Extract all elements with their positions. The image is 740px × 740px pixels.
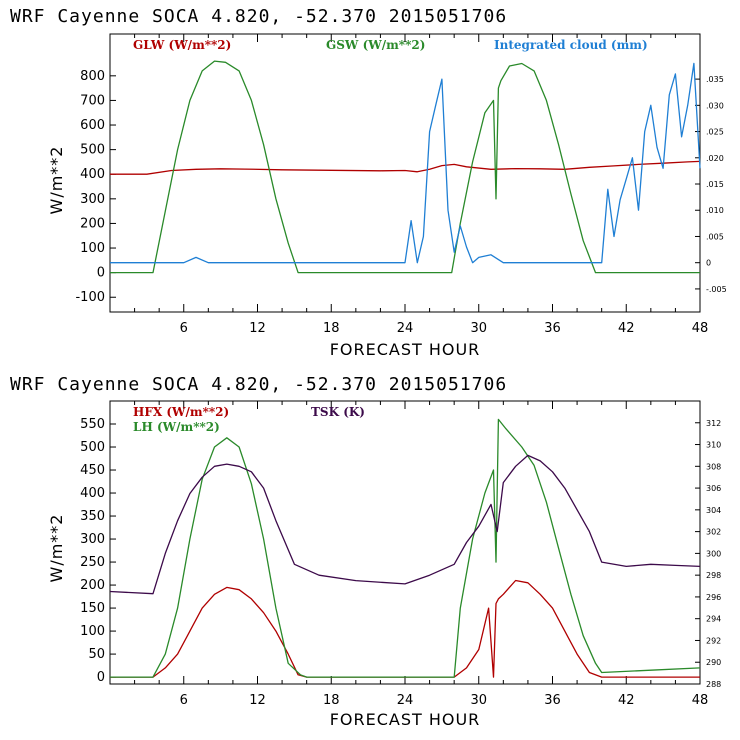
c2-y2tick-label: 288 bbox=[706, 680, 721, 689]
c1-xtick-label: 12 bbox=[249, 321, 266, 336]
c2-ytick-label: 500 bbox=[80, 440, 105, 455]
c2-y2tick-label: 292 bbox=[706, 636, 721, 645]
c2-ytick-label: 0 bbox=[97, 670, 105, 685]
c2-y2tick-label: 312 bbox=[706, 419, 721, 428]
c2-ytick-label: 450 bbox=[80, 463, 105, 478]
c1-y2tick-label: .015 bbox=[706, 180, 724, 189]
c2-xtick-label: 12 bbox=[249, 693, 266, 708]
c1-y2tick-label: .020 bbox=[706, 154, 724, 163]
chart-1-title: WRF Cayenne SOCA 4.820, -52.370 20150517… bbox=[10, 6, 507, 27]
c2-y2tick-label: 304 bbox=[706, 506, 721, 515]
c1-y2tick-label: .030 bbox=[706, 101, 724, 110]
c2-ytick-label: 300 bbox=[80, 532, 105, 547]
c1-ytick-label: 200 bbox=[80, 216, 105, 231]
chart-1-x-axis: 6 12 18 24 30 36 42 48 bbox=[109, 34, 709, 336]
legend-tsk: TSK (K) bbox=[311, 405, 365, 419]
c2-ytick-label: 150 bbox=[80, 601, 105, 616]
c1-xtick-label: 30 bbox=[470, 321, 487, 336]
c1-ytick-label: 0 bbox=[97, 266, 105, 281]
chart-1-y2-axis: .035 .030 .025 .020 .015 .010 .005 0 -.005 bbox=[695, 75, 727, 294]
chart-1-y-axis: 800 700 600 500 400 300 200 100 0 -100 bbox=[75, 69, 116, 305]
c1-ytick-label: 700 bbox=[80, 93, 105, 108]
c2-xtick-label: 48 bbox=[692, 693, 709, 708]
c2-ytick-label: 100 bbox=[80, 624, 105, 639]
c1-xtick-label: 42 bbox=[618, 321, 635, 336]
chart-2-frame bbox=[109, 400, 701, 685]
c1-xtick-label: 6 bbox=[180, 321, 188, 336]
chart-2-title: WRF Cayenne SOCA 4.820, -52.370 20150517… bbox=[10, 374, 507, 395]
c2-y2tick-label: 290 bbox=[706, 658, 721, 667]
c2-y2tick-label: 298 bbox=[706, 571, 721, 580]
c2-xtick-label: 6 bbox=[180, 693, 188, 708]
c1-y2tick-label: .005 bbox=[706, 232, 724, 241]
c1-xtick-label: 18 bbox=[323, 321, 340, 336]
c2-series-line-tsk bbox=[109, 454, 701, 595]
chart-1-series bbox=[110, 60, 701, 274]
c1-ytick-label: 800 bbox=[80, 69, 105, 84]
legend-lh: LH (W/m**2) bbox=[133, 420, 220, 434]
c1-xtick-label: 36 bbox=[544, 321, 561, 336]
c1-ytick-label: 400 bbox=[80, 167, 105, 182]
c2-y2tick-label: 306 bbox=[706, 484, 721, 493]
c2-y2tick-label: 308 bbox=[706, 462, 721, 471]
c2-ytick-label: 350 bbox=[80, 509, 105, 524]
c2-series-line-hfx bbox=[110, 579, 700, 678]
legend-integrated-cloud: Integrated cloud (mm) bbox=[494, 38, 648, 52]
c2-y2tick-label: 294 bbox=[706, 615, 721, 624]
c2-ytick-label: 50 bbox=[88, 647, 105, 662]
chart-1-xlabel: FORECAST HOUR bbox=[330, 340, 481, 359]
c1-y2tick-label: .010 bbox=[706, 206, 724, 215]
chart-1: WRF Cayenne SOCA 4.820, -52.370 20150517… bbox=[10, 6, 727, 359]
chart-2-y2-axis: 312 310 308 306 304 302 300 298 296 294 292 290 288 bbox=[695, 419, 721, 689]
c1-y2tick-label: -.005 bbox=[706, 285, 727, 294]
c2-y2tick-label: 310 bbox=[706, 441, 721, 450]
c2-xtick-label: 24 bbox=[397, 693, 414, 708]
c2-xtick-label: 36 bbox=[544, 693, 561, 708]
c1-y2tick-label: .035 bbox=[706, 75, 724, 84]
chart-1-frame bbox=[109, 33, 701, 313]
chart-2-series bbox=[109, 418, 701, 678]
c1-ytick-label: 300 bbox=[80, 192, 105, 207]
chart-2-x-axis: 6 12 18 24 30 36 42 48 bbox=[109, 401, 709, 708]
c2-xtick-label: 30 bbox=[470, 693, 487, 708]
c1-series-line-glw bbox=[110, 160, 701, 175]
chart-2-xlabel: FORECAST HOUR bbox=[330, 710, 481, 729]
c2-xtick-label: 18 bbox=[323, 693, 340, 708]
c1-ytick-label: 600 bbox=[80, 118, 105, 133]
chart-2-ylabel: W/m**2 bbox=[47, 514, 66, 583]
c1-xtick-label: 48 bbox=[692, 321, 709, 336]
chart-2: WRF Cayenne SOCA 4.820, -52.370 20150517… bbox=[10, 374, 721, 729]
c2-ytick-label: 250 bbox=[80, 555, 105, 570]
c2-y2tick-label: 302 bbox=[706, 528, 721, 537]
c2-xtick-label: 42 bbox=[618, 693, 635, 708]
c2-ytick-label: 400 bbox=[80, 486, 105, 501]
c1-ytick-label: 500 bbox=[80, 143, 105, 158]
c2-y2tick-label: 300 bbox=[706, 549, 721, 558]
c1-y2tick-label: .025 bbox=[706, 128, 724, 137]
c1-series-line-gsw bbox=[110, 60, 700, 274]
legend-gsw: GSW (W/m**2) bbox=[326, 38, 425, 52]
c1-series-line-integrated bbox=[110, 62, 701, 264]
c2-ytick-label: 200 bbox=[80, 578, 105, 593]
c2-y2tick-label: 296 bbox=[706, 593, 721, 602]
c1-ytick-label: -100 bbox=[75, 290, 105, 305]
chart-1-ylabel: W/m**2 bbox=[47, 146, 66, 215]
c2-series-line-lh bbox=[110, 418, 701, 678]
c1-y2tick-label: 0 bbox=[706, 259, 711, 268]
c1-ytick-label: 100 bbox=[80, 241, 105, 256]
legend-hfx: HFX (W/m**2) bbox=[133, 405, 229, 419]
c1-xtick-label: 24 bbox=[397, 321, 414, 336]
legend-glw: GLW (W/m**2) bbox=[133, 38, 231, 52]
c2-ytick-label: 550 bbox=[80, 417, 105, 432]
